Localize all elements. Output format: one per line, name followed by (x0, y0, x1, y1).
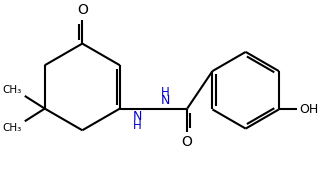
Text: O: O (77, 3, 88, 17)
Text: OH: OH (299, 103, 319, 116)
Text: CH₃: CH₃ (3, 123, 22, 133)
Text: CH₃: CH₃ (3, 85, 22, 95)
Text: H: H (133, 119, 141, 132)
Text: H: H (161, 86, 170, 99)
Text: O: O (182, 135, 193, 149)
Text: N: N (161, 94, 170, 107)
Text: N: N (132, 110, 142, 123)
